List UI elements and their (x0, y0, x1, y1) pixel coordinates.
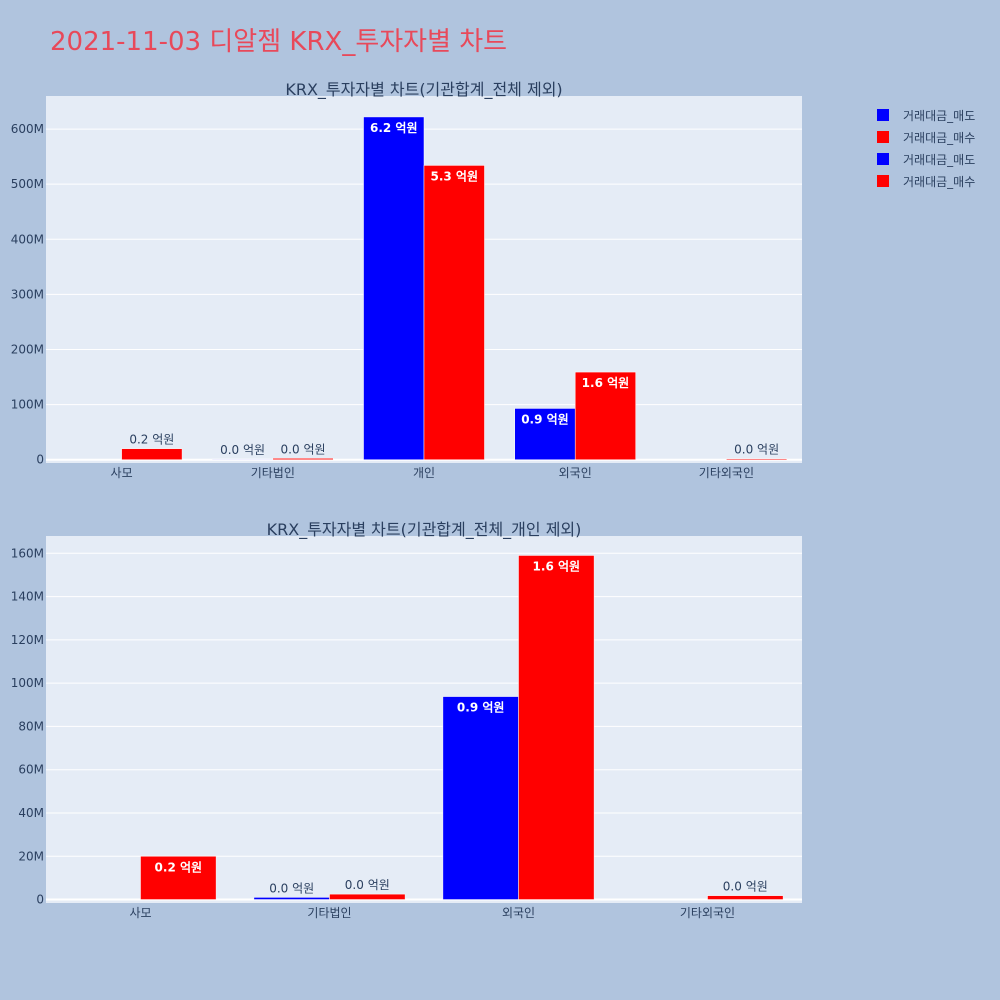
bar[interactable] (212, 458, 274, 460)
legend-swatch[interactable] (877, 153, 889, 165)
legend-label[interactable]: 거래대금_매수 (903, 175, 975, 189)
chart-panel-2: 0 20M 40M 60M 80M 100M 120M 140M 160M KRX_투자자별 차트… (11, 520, 802, 920)
bar[interactable] (442, 696, 519, 900)
x-tick-label: 사모 (111, 466, 133, 480)
y-tick-label: 60M (18, 763, 44, 777)
x-tick-label: 외국인 (559, 466, 592, 480)
data-label: 1.6 억원 (582, 376, 630, 390)
y-tick-label: 100M (11, 398, 44, 412)
bar[interactable] (518, 555, 595, 900)
legend-swatch[interactable] (877, 109, 889, 121)
data-label: 5.3 억원 (430, 169, 478, 183)
legend-label[interactable]: 거래대금_매도 (903, 109, 975, 123)
legend-label[interactable]: 거래대금_매도 (903, 153, 975, 167)
legend-swatch[interactable] (877, 131, 889, 143)
data-label: 0.2 억원 (129, 433, 174, 447)
y-tick-label: 120M (11, 633, 44, 647)
y-tick-label: 500M (11, 177, 44, 191)
data-label: 6.2 억원 (370, 121, 418, 135)
y-tick-label: 80M (18, 719, 44, 733)
plot-area (46, 536, 802, 903)
chart-title: KRX_투자자별 차트(기관합계_전체_개인 제외) (267, 520, 582, 540)
y-tick-label: 300M (11, 287, 44, 301)
bar[interactable] (707, 895, 784, 900)
bar[interactable] (329, 893, 406, 900)
x-tick-label: 기타외국인 (680, 906, 735, 920)
bar[interactable] (253, 897, 330, 900)
y-tick-label: 600M (11, 122, 44, 136)
x-tick-label: 기타법인 (307, 906, 351, 920)
legend-swatch[interactable] (877, 175, 889, 187)
bar[interactable] (272, 458, 334, 460)
y-tick-label: 0 (36, 893, 44, 907)
bar[interactable] (574, 371, 636, 460)
data-label: 0.0 억원 (281, 442, 326, 456)
y-tick-label: 40M (18, 806, 44, 820)
bar[interactable] (140, 856, 217, 900)
data-label: 1.6 억원 (533, 559, 581, 573)
bar[interactable] (423, 165, 485, 460)
y-tick-label: 100M (11, 676, 44, 690)
data-label: 0.0 억원 (723, 880, 768, 894)
bar[interactable] (726, 458, 788, 460)
y-tick-label: 160M (11, 546, 44, 560)
bar[interactable] (121, 448, 183, 460)
y-tick-label: 140M (11, 590, 44, 604)
bar[interactable] (363, 116, 425, 460)
x-tick-label: 개인 (413, 466, 435, 480)
chart-panel-1: 0 100M 200M 300M 400M 500M 600M KRX_투자자별 차트(기관합… (11, 80, 802, 480)
data-label: 0.2 억원 (155, 860, 203, 874)
page-title: 2021-11-03 디알젬 KRX_투자자별 차트 (50, 27, 507, 57)
legend-label[interactable]: 거래대금_매수 (903, 131, 975, 145)
y-tick-label: 400M (11, 232, 44, 246)
x-tick-label: 기타외국인 (699, 466, 754, 480)
data-label: 0.0 억원 (220, 443, 265, 457)
x-tick-label: 외국인 (502, 906, 535, 920)
data-label: 0.0 억원 (345, 878, 390, 892)
data-label: 0.9 억원 (521, 412, 569, 426)
data-label: 0.0 억원 (734, 443, 779, 457)
x-tick-label: 사모 (129, 906, 151, 920)
y-tick-label: 0 (36, 453, 44, 467)
y-tick-label: 200M (11, 342, 44, 356)
y-tick-label: 20M (18, 849, 44, 863)
data-label: 0.9 억원 (457, 701, 505, 715)
x-tick-label: 기타법인 (251, 466, 295, 480)
data-label: 0.0 억원 (269, 881, 314, 895)
chart-title: KRX_투자자별 차트(기관합계_전체 제외) (285, 80, 562, 100)
